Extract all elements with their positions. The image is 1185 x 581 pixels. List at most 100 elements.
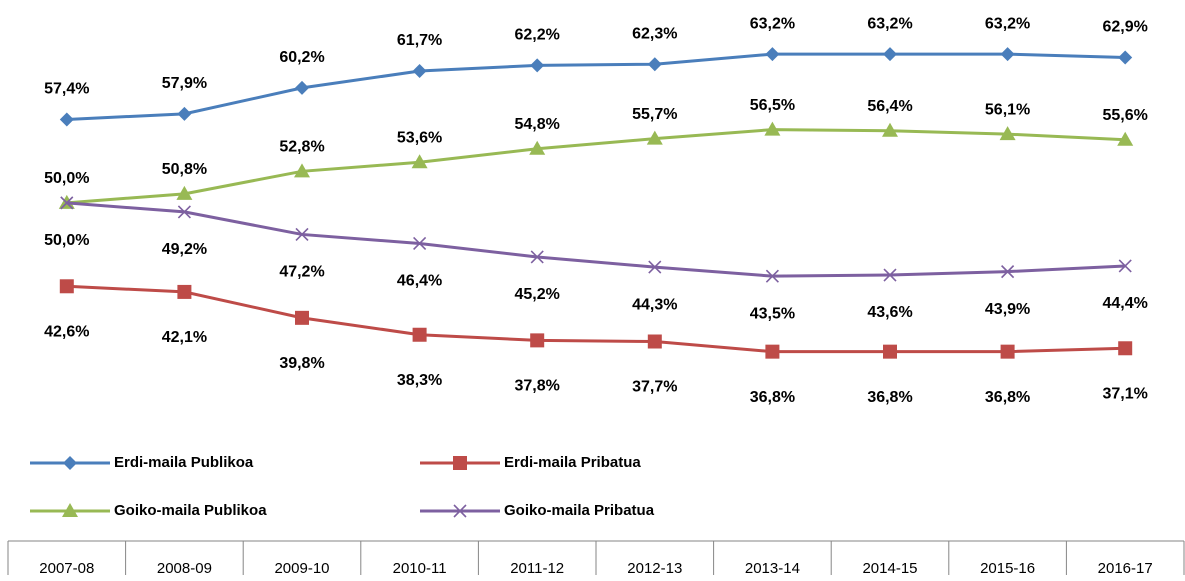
marker: [177, 106, 192, 121]
data-label: 52,8%: [279, 139, 324, 156]
marker: [1000, 47, 1015, 62]
data-label: 44,3%: [632, 296, 677, 313]
x-tick-label: 2011-12: [510, 560, 564, 577]
data-label: 55,7%: [632, 106, 677, 123]
marker: [59, 112, 74, 127]
data-label: 37,8%: [515, 378, 560, 395]
data-label: 53,6%: [397, 130, 442, 147]
marker: [765, 269, 779, 283]
data-label: 62,2%: [515, 27, 560, 44]
marker: [883, 47, 897, 62]
legend-marker: [453, 456, 467, 470]
data-label: 62,9%: [1103, 19, 1148, 36]
data-label: 36,8%: [985, 389, 1030, 406]
marker: [411, 154, 428, 169]
series-line: [66, 52, 1126, 121]
marker: [1000, 344, 1015, 359]
marker: [413, 236, 427, 251]
marker: [295, 80, 309, 95]
marker: [59, 279, 74, 294]
data-label: 56,1%: [985, 101, 1030, 118]
marker: [412, 64, 427, 79]
data-label: 39,8%: [279, 355, 324, 372]
data-label: 54,8%: [515, 116, 560, 133]
marker: [295, 310, 309, 325]
marker: [177, 205, 191, 219]
marker: [295, 227, 309, 241]
marker: [412, 327, 427, 342]
x-tick-label: 2014-15: [862, 560, 917, 577]
legend-label: Goiko-maila Publikoa: [114, 502, 267, 519]
data-label: 57,9%: [162, 75, 207, 92]
data-label: 43,9%: [985, 301, 1030, 318]
x-tick-label: 2012-13: [627, 560, 682, 577]
legend-label: Erdi-maila Publikoa: [114, 454, 254, 471]
x-tick-label: 2009-10: [274, 560, 329, 577]
data-label: 49,2%: [162, 241, 207, 258]
x-tick-label: 2008-09: [157, 560, 212, 577]
marker: [1118, 341, 1133, 356]
data-label: 42,1%: [162, 329, 207, 346]
data-label: 57,4%: [44, 81, 89, 98]
x-tick-label: 2007-08: [39, 560, 94, 577]
marker: [1118, 50, 1133, 65]
data-label: 37,7%: [632, 379, 677, 396]
data-label: 55,6%: [1103, 107, 1148, 124]
series-line: [66, 128, 1126, 205]
data-label: 47,2%: [279, 264, 324, 281]
marker: [1001, 265, 1015, 279]
data-label: 36,8%: [750, 389, 795, 406]
legend-marker: [63, 456, 77, 470]
marker: [765, 47, 780, 62]
marker: [176, 185, 193, 200]
data-label: 37,1%: [1103, 385, 1148, 402]
marker: [1118, 259, 1132, 273]
x-tick-label: 2013-14: [745, 560, 800, 577]
marker: [647, 334, 662, 349]
marker: [60, 196, 74, 210]
data-label: 50,0%: [44, 232, 89, 249]
data-label: 42,6%: [44, 323, 89, 340]
legend-marker: [453, 504, 467, 518]
marker: [883, 344, 897, 359]
marker: [177, 284, 192, 299]
marker: [648, 260, 662, 274]
marker: [999, 126, 1016, 141]
data-label: 46,4%: [397, 273, 442, 290]
data-label: 60,2%: [279, 49, 324, 66]
data-label: 63,2%: [867, 15, 912, 32]
marker: [530, 250, 544, 264]
marker: [765, 344, 780, 359]
data-label: 63,2%: [985, 15, 1030, 32]
data-label: 50,8%: [162, 161, 207, 178]
legend-label: Erdi-maila Pribatua: [504, 454, 641, 471]
series-line: [66, 201, 1126, 278]
data-label: 61,7%: [397, 32, 442, 49]
x-tick-label: 2016-17: [1098, 560, 1153, 577]
data-label: 50,0%: [44, 170, 89, 187]
legend-marker: [62, 503, 78, 517]
data-label: 36,8%: [867, 389, 912, 406]
data-label: 63,2%: [750, 15, 795, 32]
x-tick-label: 2010-11: [393, 560, 447, 577]
data-label: 62,3%: [632, 25, 677, 42]
marker: [294, 163, 310, 178]
data-label: 43,5%: [750, 305, 795, 322]
marker: [529, 140, 546, 155]
marker: [882, 122, 898, 137]
marker: [1117, 131, 1134, 146]
marker: [646, 130, 663, 145]
data-label: 38,3%: [397, 372, 442, 389]
marker: [530, 333, 545, 348]
marker: [883, 268, 897, 282]
x-tick-label: 2015-16: [980, 560, 1035, 577]
data-label: 43,6%: [867, 304, 912, 321]
data-label: 45,2%: [515, 286, 560, 303]
marker: [530, 58, 545, 73]
marker: [764, 121, 781, 136]
data-label: 56,5%: [750, 97, 795, 114]
legend-label: Goiko-maila Pribatua: [504, 502, 655, 519]
series-line: [66, 284, 1126, 354]
data-label: 44,4%: [1103, 295, 1148, 312]
